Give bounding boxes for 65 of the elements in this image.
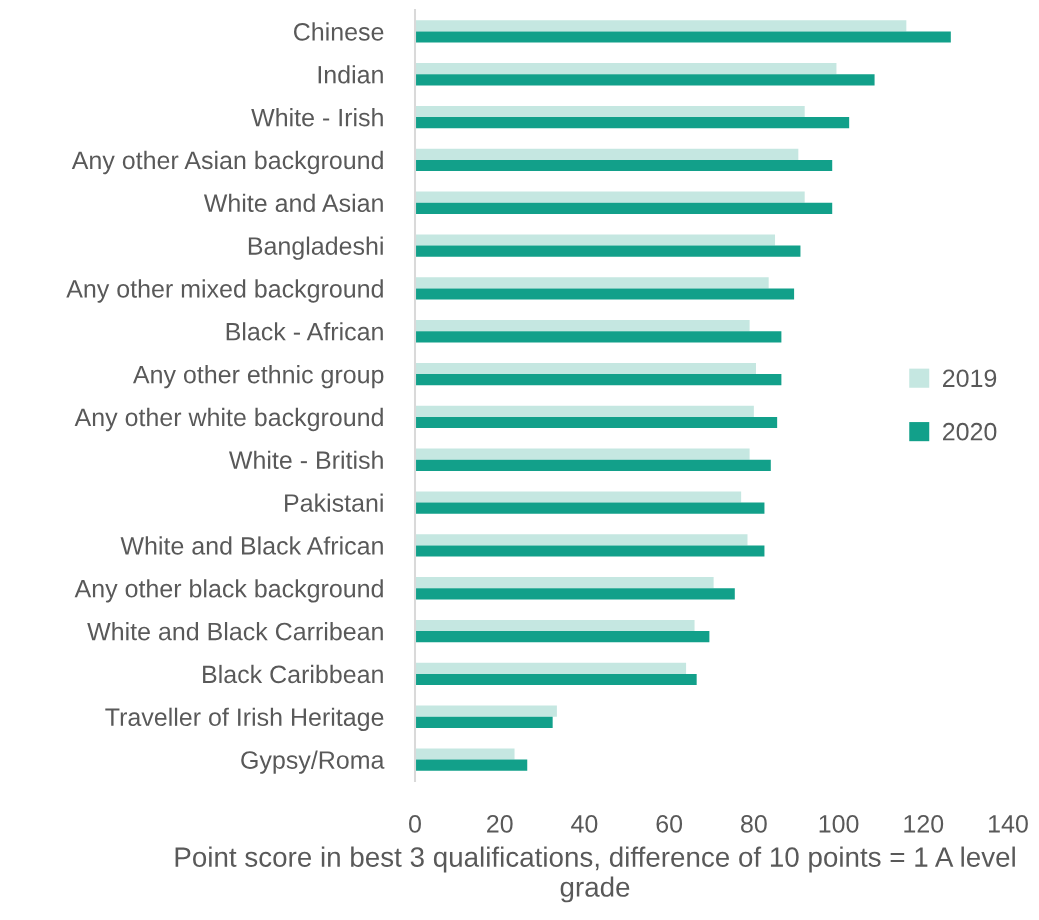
bar: [415, 202, 833, 214]
bar: [415, 105, 805, 118]
y-tick-label: Any other Asian background: [71, 150, 383, 175]
bar: [415, 673, 697, 686]
bar: [415, 117, 850, 129]
bar: [415, 234, 776, 246]
bar: [415, 491, 742, 503]
bar: [415, 288, 795, 300]
y-tick-label: Any other ethnic group: [132, 365, 384, 389]
bar: [415, 416, 778, 429]
bar: [415, 320, 750, 332]
y-tick-label: Indian: [318, 65, 383, 84]
bar: [415, 374, 782, 386]
y-tick-label: White - Irish: [251, 108, 383, 127]
y-tick-label: Bangladeshi: [248, 236, 383, 260]
bar: [415, 705, 557, 717]
bar: [415, 63, 837, 75]
bar: [415, 502, 765, 514]
bar: [415, 20, 907, 32]
y-tick-label: White and Black African: [120, 536, 383, 555]
bar: [415, 331, 782, 343]
y-tick-label: White and Asian: [203, 193, 383, 213]
y-tick-label: Any other mixed background: [66, 279, 383, 303]
x-axis-title: Point score in best 3 qualifications, difference of 10 points = 1 A level grade: [175, 846, 1015, 903]
y-tick-label: Chinese: [294, 22, 384, 41]
y-tick-label: Gypsy/Roma: [241, 750, 385, 774]
y-tick-label: Pakistani: [285, 493, 383, 512]
y-tick-label: White and Black Carribean: [87, 622, 383, 641]
bar: [415, 545, 765, 557]
y-tick-label: Traveller of Irish Heritage: [105, 707, 384, 731]
bar: [415, 245, 801, 257]
legend-label: 2019: [943, 369, 997, 388]
x-tick-label: 120: [904, 814, 944, 833]
bar: [415, 191, 805, 203]
y-tick-label: Black Caribbean: [203, 664, 383, 684]
bar: [415, 362, 756, 375]
legend-label: 2020: [943, 422, 997, 441]
x-tick-label: 0: [409, 814, 421, 833]
bar: [415, 759, 528, 771]
x-tick-label: 140: [989, 814, 1028, 833]
bar: [415, 405, 754, 417]
x-tick-label: 100: [819, 814, 859, 833]
bar: [415, 588, 735, 600]
x-tick-label: 80: [741, 814, 767, 833]
y-tick-label: White - British: [228, 450, 383, 470]
bar: [415, 619, 695, 632]
x-tick-label: 60: [656, 814, 683, 833]
bar: [415, 748, 515, 760]
bar: [415, 716, 553, 728]
bar: [415, 577, 714, 589]
x-tick-label: 40: [571, 814, 598, 833]
bar: [415, 74, 875, 86]
bar: [415, 631, 710, 643]
bar: [415, 277, 769, 289]
x-tick-label: 20: [487, 814, 513, 833]
y-tick-label: Any other black background: [74, 579, 383, 603]
bar: [415, 662, 687, 674]
y-tick-label: Any other white background: [74, 407, 383, 432]
bar: [415, 148, 799, 160]
bar: [415, 448, 750, 460]
y-tick-label: Black - African: [226, 322, 383, 341]
bar: [415, 31, 951, 43]
bar: [415, 159, 833, 172]
bar: [415, 534, 748, 546]
bar: [415, 459, 771, 471]
